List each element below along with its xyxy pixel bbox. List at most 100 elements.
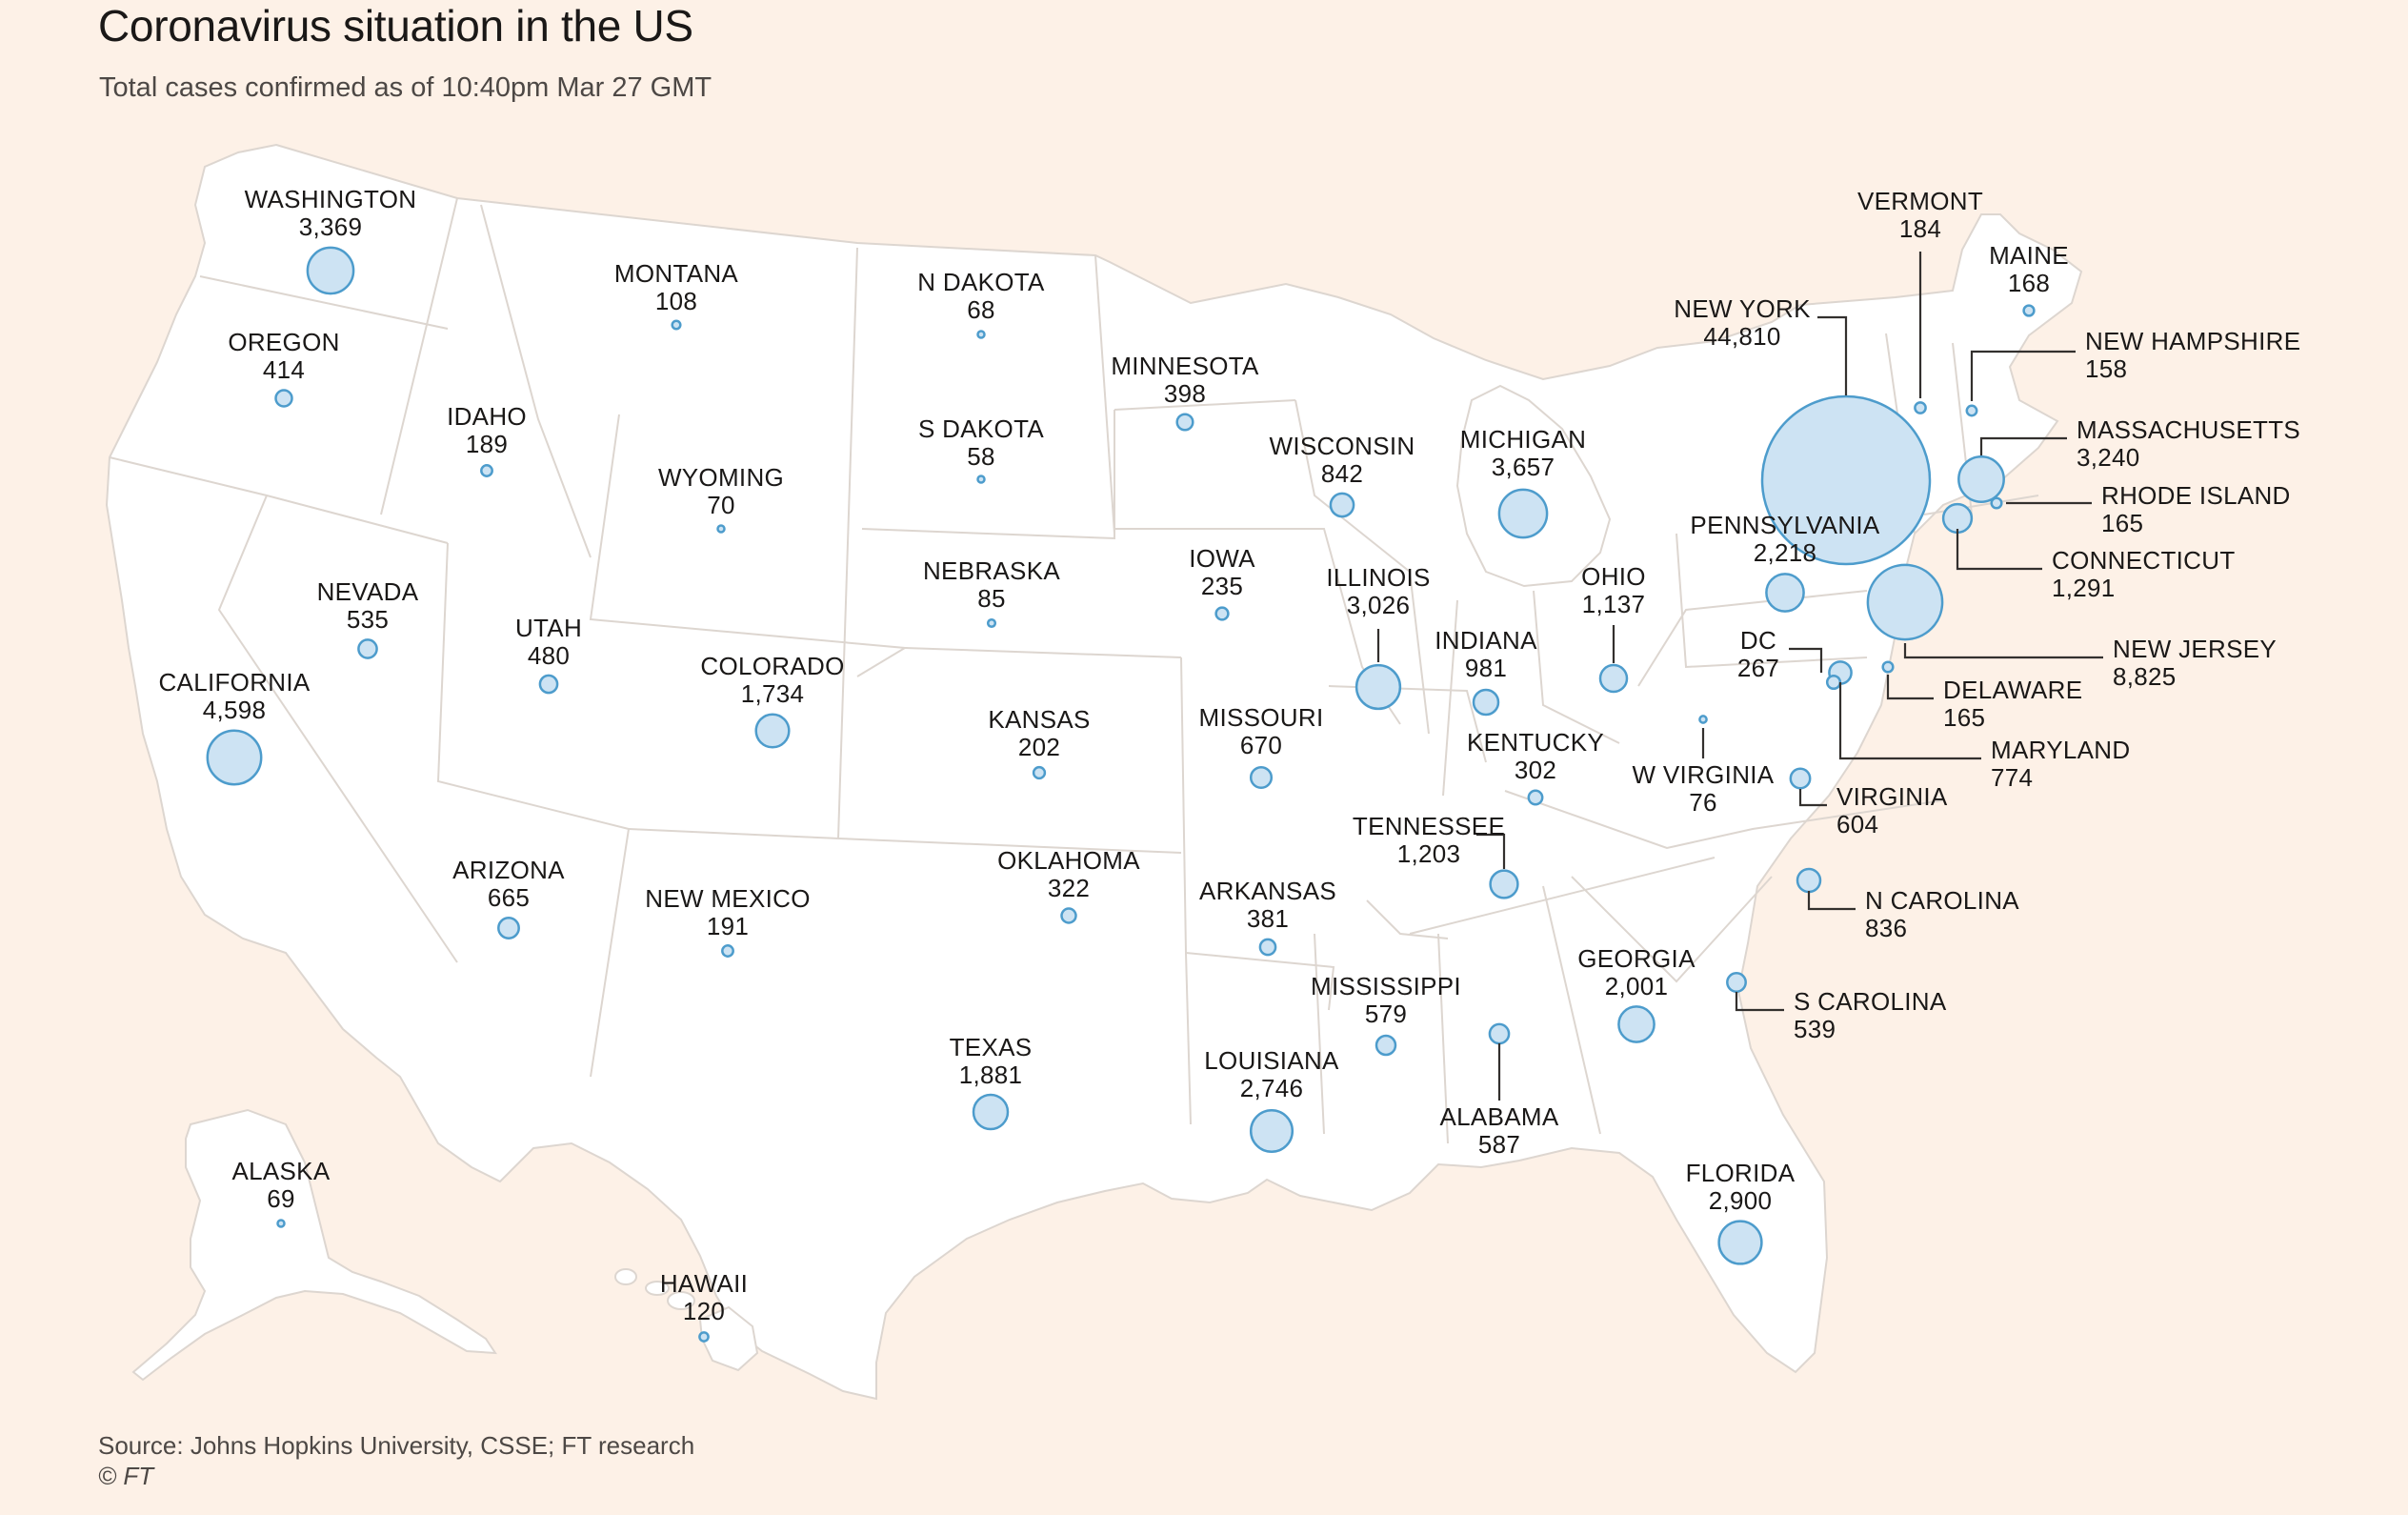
state-name-missouri: MISSOURI [1199,703,1324,732]
bubble-iowa [1214,606,1230,621]
bubble-minnesota [1175,413,1194,432]
bubble-alaska [276,1219,286,1228]
label-connecticut: CONNECTICUT 1,291 [2052,546,2236,602]
label-alaska: ALASKA 69 [232,1157,331,1213]
label-alabama: ALABAMA 587 [1440,1102,1559,1159]
label-illinois: ILLINOIS 3,026 [1326,563,1430,619]
case-count-iowa: 235 [1201,572,1243,600]
michigan-peninsula [1455,384,1612,588]
label-hawaii: HAWAII 120 [660,1269,748,1325]
copyright-note: © FT [98,1462,154,1490]
state-name-pennsylvania: PENNSYLVANIA [1690,511,1880,539]
leader-virginia [1798,789,1827,807]
case-count-delaware: 165 [1943,703,1985,732]
leader-massachusetts [1979,436,2067,455]
case-count-s-dakota: 58 [967,442,995,471]
state-name-new-jersey: NEW JERSEY [2113,635,2277,663]
bubble-kentucky [1527,789,1544,806]
case-count-new-jersey: 8,825 [2113,662,2177,691]
case-count-wyoming: 70 [707,491,735,519]
case-count-texas: 1,881 [959,1060,1023,1089]
bubble-w-virginia [1698,715,1708,724]
label-n-carolina: N CAROLINA 836 [1865,886,2019,942]
bubble-alabama [1488,1022,1511,1045]
label-maryland: MARYLAND 774 [1991,736,2130,792]
bubble-nebraska [986,617,997,629]
map-title: Coronavirus situation in the US [98,1,693,50]
case-count-arkansas: 381 [1247,904,1289,933]
bubble-illinois [1354,663,1402,711]
label-idaho: IDAHO 189 [447,402,527,458]
hawaii-island-3 [645,1281,670,1296]
case-count-new-mexico: 191 [707,912,749,940]
case-count-connecticut: 1,291 [2052,574,2116,602]
state-name-arkansas: ARKANSAS [1199,877,1336,905]
case-count-massachusetts: 3,240 [2077,443,2140,472]
leader-lines [1376,252,2103,1101]
label-massachusetts: MASSACHUSETTS 3,240 [2077,415,2300,472]
bubble-virginia [1789,767,1812,790]
label-s-carolina: S CAROLINA 539 [1794,987,1947,1043]
state-name-mississippi: MISSISSIPPI [1311,972,1461,1000]
bubble-maine [2022,304,2036,317]
leader-new-jersey [1903,643,2103,659]
bubble-massachusetts [1957,455,2005,503]
case-count-n-carolina: 836 [1865,914,1907,942]
label-s-dakota: S DAKOTA 58 [918,414,1044,471]
case-count-maine: 168 [2008,269,2050,297]
label-california: CALIFORNIA 4,598 [158,668,310,724]
label-utah: UTAH 480 [515,614,582,670]
state-name-minnesota: MINNESOTA [1111,352,1259,380]
case-count-kentucky: 302 [1515,756,1556,784]
case-count-minnesota: 398 [1164,379,1206,408]
state-name-s-dakota: S DAKOTA [918,414,1044,443]
bubble-wyoming [716,524,726,534]
label-new-jersey: NEW JERSEY 8,825 [2113,635,2277,691]
label-ohio: OHIO 1,137 [1581,562,1646,618]
label-n-dakota: N DAKOTA 68 [917,268,1045,324]
case-count-tennessee: 1,203 [1397,839,1461,868]
state-labels: WASHINGTON 3,369 OREGON 414 CALIFORNIA 4,598 N… [158,185,2300,1325]
bubble-idaho [480,464,493,477]
label-maine: MAINE 168 [1989,241,2069,297]
bubble-wisconsin [1329,492,1355,518]
case-count-dc: 267 [1737,654,1779,682]
label-wisconsin: WISCONSIN 842 [1270,432,1415,488]
label-washington: WASHINGTON 3,369 [245,185,417,241]
case-count-virginia: 604 [1836,810,1878,838]
label-louisiana: LOUISIANA 2,746 [1204,1046,1339,1102]
case-count-mississippi: 579 [1365,1000,1407,1028]
label-oregon: OREGON 414 [228,328,339,384]
state-name-dc: DC [1740,626,1776,655]
bubble-hawaii [698,1331,710,1343]
bubble-florida [1717,1220,1763,1265]
bubble-n-carolina [1796,867,1822,894]
bubble-colorado [754,713,791,749]
case-count-louisiana: 2,746 [1240,1074,1304,1102]
case-bubbles [206,246,2036,1343]
case-count-oregon: 414 [263,355,305,384]
label-nebraska: NEBRASKA 85 [923,556,1060,613]
label-rhode-island: RHODE ISLAND 165 [2101,481,2291,537]
label-delaware: DELAWARE 165 [1943,676,2082,732]
case-count-utah: 480 [528,641,570,670]
label-w-virginia: W VIRGINIA 76 [1633,760,1775,817]
label-colorado: COLORADO 1,734 [700,652,844,708]
bubble-mississippi [1375,1034,1397,1057]
case-count-hawaii: 120 [683,1297,725,1325]
bubble-washington [306,246,355,295]
alaska-outline [131,1108,497,1382]
label-kansas: KANSAS 202 [988,705,1090,761]
label-iowa: IOWA 235 [1189,544,1255,600]
label-dc: DC 267 [1737,626,1779,682]
case-count-nevada: 535 [347,605,389,634]
label-new-mexico: NEW MEXICO 191 [645,884,810,940]
case-count-w-virginia: 76 [1689,788,1717,817]
bubble-vermont [1914,401,1927,414]
leader-n-carolina [1807,891,1856,911]
state-name-wisconsin: WISCONSIN [1270,432,1415,460]
state-name-tennessee: TENNESSEE [1353,812,1505,840]
state-name-n-dakota: N DAKOTA [917,268,1045,296]
bubble-new-jersey [1866,563,1944,641]
